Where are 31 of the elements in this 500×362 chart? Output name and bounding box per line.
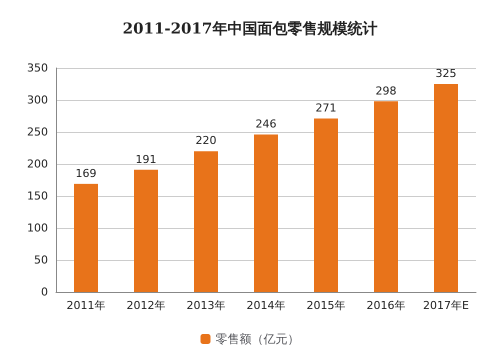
- x-tick-label: 2017年E: [423, 299, 470, 312]
- y-tick-label: 200: [27, 158, 48, 170]
- data-label: 271: [316, 102, 336, 115]
- bar: [434, 84, 458, 292]
- x-tick-label: 2015年: [306, 299, 346, 312]
- y-tick-label: 100: [27, 222, 48, 234]
- data-label: 298: [376, 84, 396, 98]
- data-label: 246: [256, 118, 276, 131]
- y-tick-label: 50: [34, 254, 48, 266]
- bar: [74, 184, 98, 292]
- x-tick-label: 2014年: [246, 299, 286, 312]
- data-label: 191: [136, 152, 156, 166]
- bar: [254, 134, 278, 292]
- y-tick-label: 300: [27, 94, 48, 106]
- bar: [134, 170, 158, 292]
- bar: [314, 118, 338, 292]
- y-tick-label: 350: [27, 62, 48, 74]
- y-tick-label: 250: [27, 126, 48, 138]
- bar: [374, 101, 398, 292]
- data-label: 325: [436, 67, 456, 80]
- x-tick-label: 2011年: [66, 299, 106, 312]
- chart-title: 2011-2017年中国面包零售规模统计: [122, 20, 378, 38]
- data-label: 169: [76, 166, 96, 180]
- data-label: 220: [196, 134, 216, 148]
- bar: [194, 151, 218, 292]
- y-tick-label: 150: [27, 190, 48, 202]
- y-tick-label: 0: [41, 286, 48, 298]
- x-tick-label: 2012年: [126, 299, 166, 312]
- x-tick-label: 2016年: [366, 299, 406, 312]
- x-tick-label: 2013年: [186, 299, 226, 312]
- legend-label: 零售额（亿元）: [216, 332, 300, 346]
